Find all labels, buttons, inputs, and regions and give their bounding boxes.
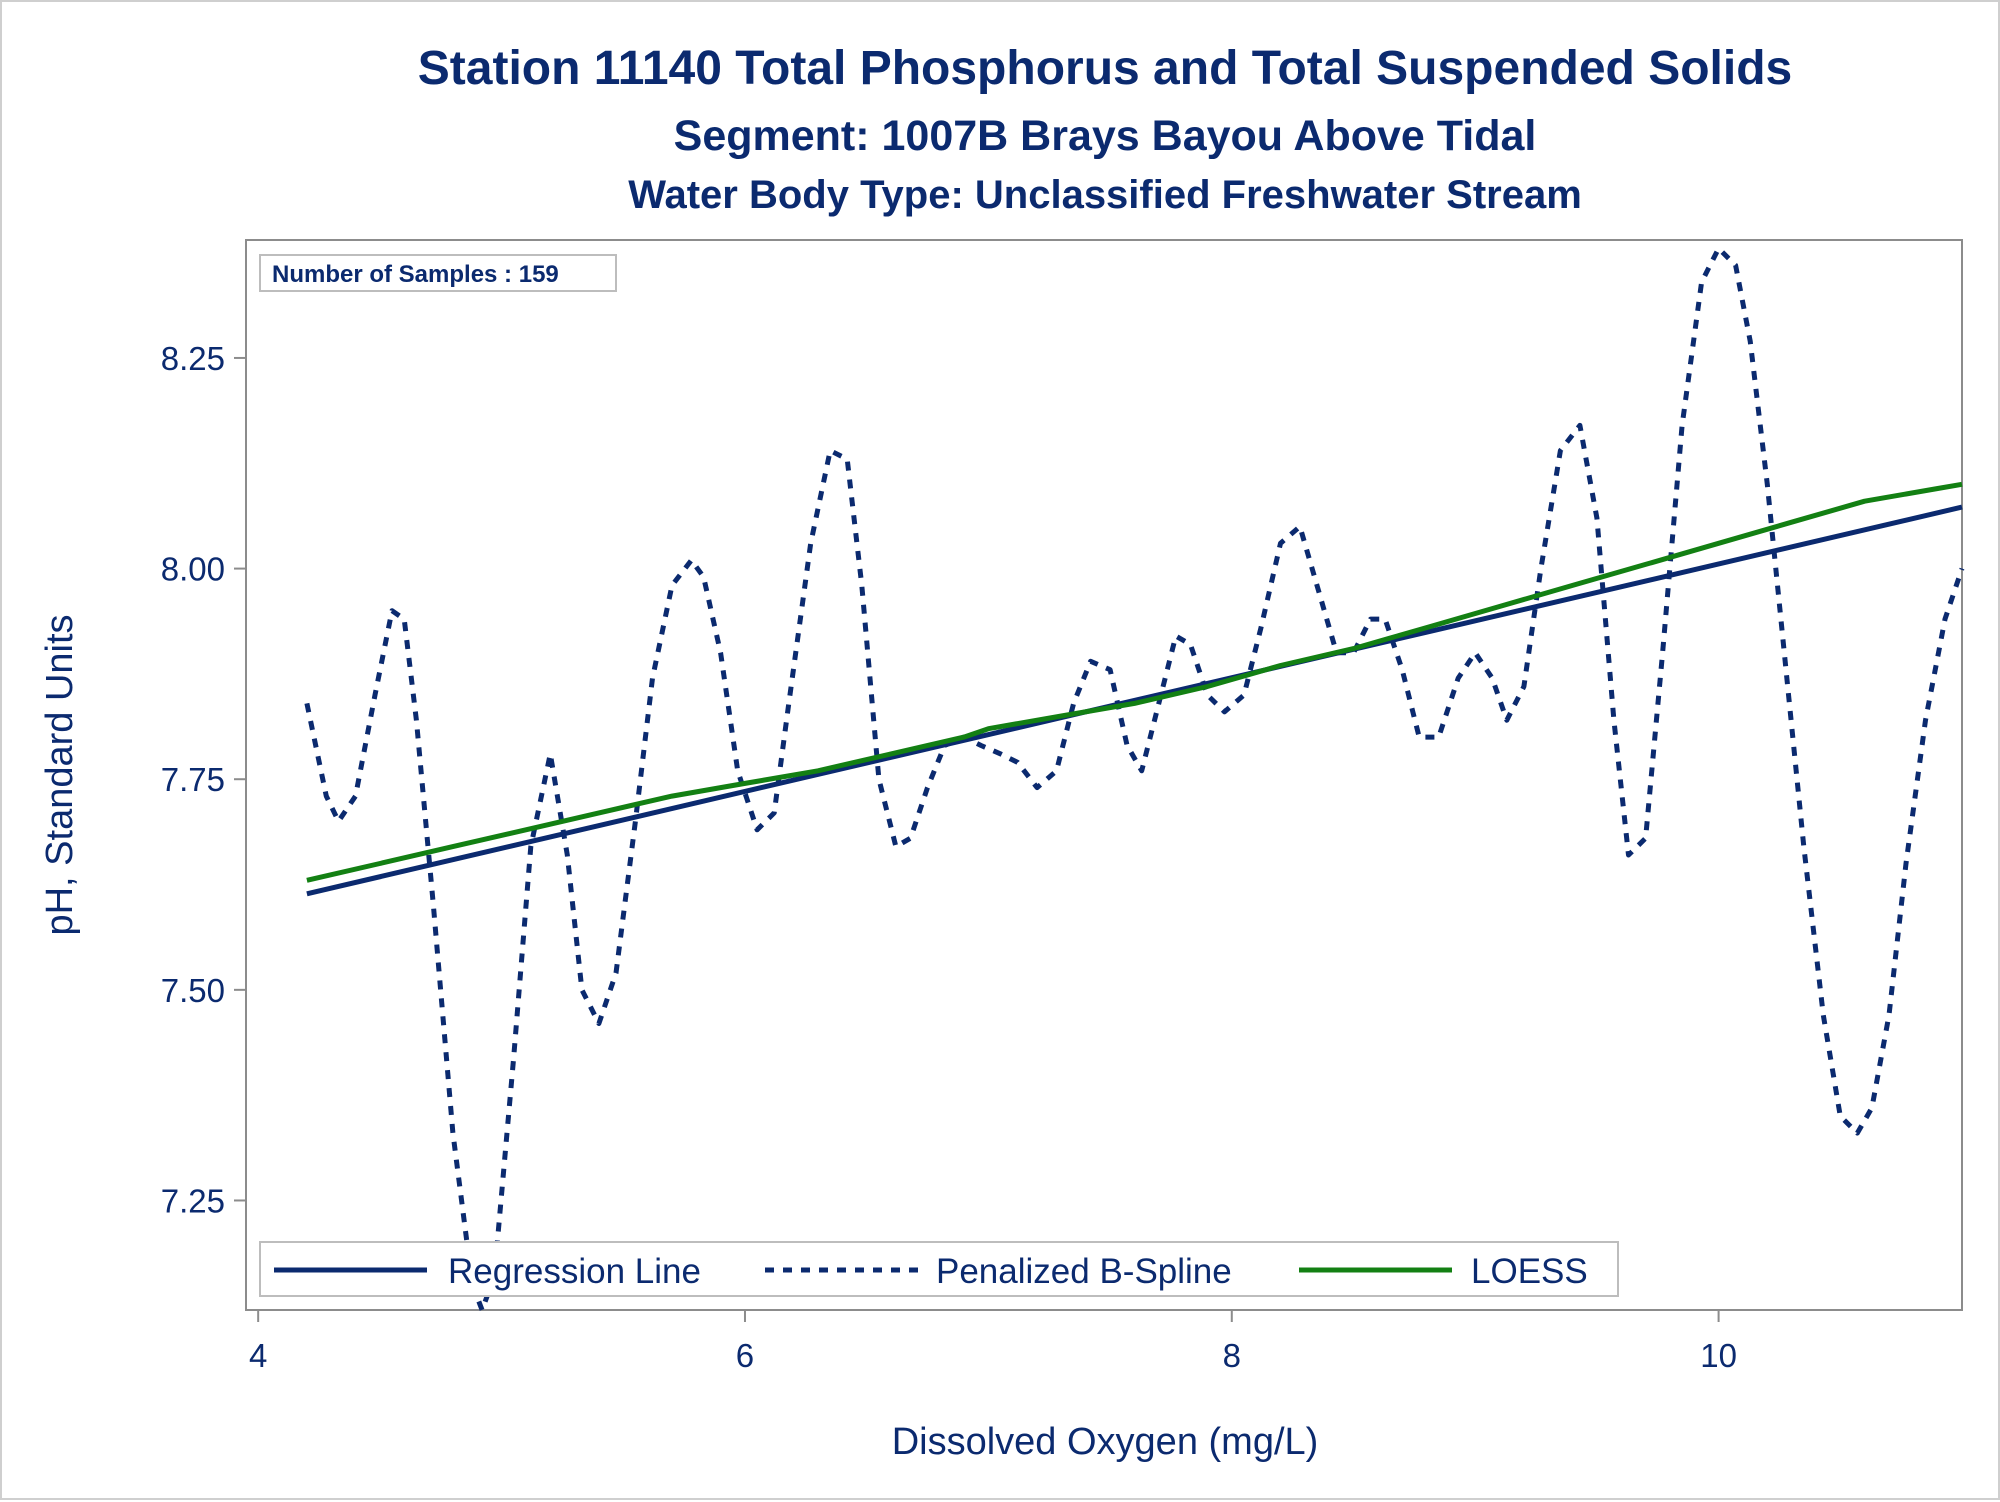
series-penalized-b-spline xyxy=(304,245,1965,1313)
series-layer xyxy=(304,245,1965,1313)
y-tick-label: 7.50 xyxy=(161,972,225,1009)
x-tick-label: 4 xyxy=(249,1337,267,1374)
series-regression-line xyxy=(306,504,1963,897)
y-tick-label: 7.75 xyxy=(161,761,225,798)
legend: Regression Line Penalized B-Spline LOESS xyxy=(259,1241,1619,1297)
sample-count-label: Number of Samples : 159 xyxy=(272,261,559,288)
inset-box-frame xyxy=(259,254,617,292)
chart-subtitle: Segment: 1007B Brays Bayou Above Tidal xyxy=(674,112,1537,160)
series-loess xyxy=(306,481,1963,883)
legend-label: Penalized B-Spline xyxy=(936,1252,1232,1291)
x-tick-label: 6 xyxy=(736,1337,754,1374)
x-axis-label: Dissolved Oxygen (mg/L) xyxy=(892,1421,1319,1463)
x-axis: 4 6 8 10 xyxy=(249,1309,1962,1374)
chart-subtitle-2: Water Body Type: Unclassified Freshwater… xyxy=(628,173,1582,217)
legend-label: Regression Line xyxy=(448,1252,701,1291)
plot-area xyxy=(245,239,1963,1311)
x-tick-label: 8 xyxy=(1223,1337,1241,1374)
y-tick-label: 8.25 xyxy=(161,340,225,377)
chart-title: Station 11140 Total Phosphorus and Total… xyxy=(418,42,1792,95)
y-tick-label: 7.25 xyxy=(161,1182,225,1219)
x-tick-label: 10 xyxy=(1700,1337,1737,1374)
y-axis: 7.25 7.50 7.75 8.00 8.25 xyxy=(161,340,246,1219)
y-tick-label: 8.00 xyxy=(161,551,225,588)
y-axis-label: pH, Standard Units xyxy=(39,614,81,935)
inset-box: Number of Samples : 159 xyxy=(259,254,617,292)
legend-label: LOESS xyxy=(1471,1252,1588,1291)
